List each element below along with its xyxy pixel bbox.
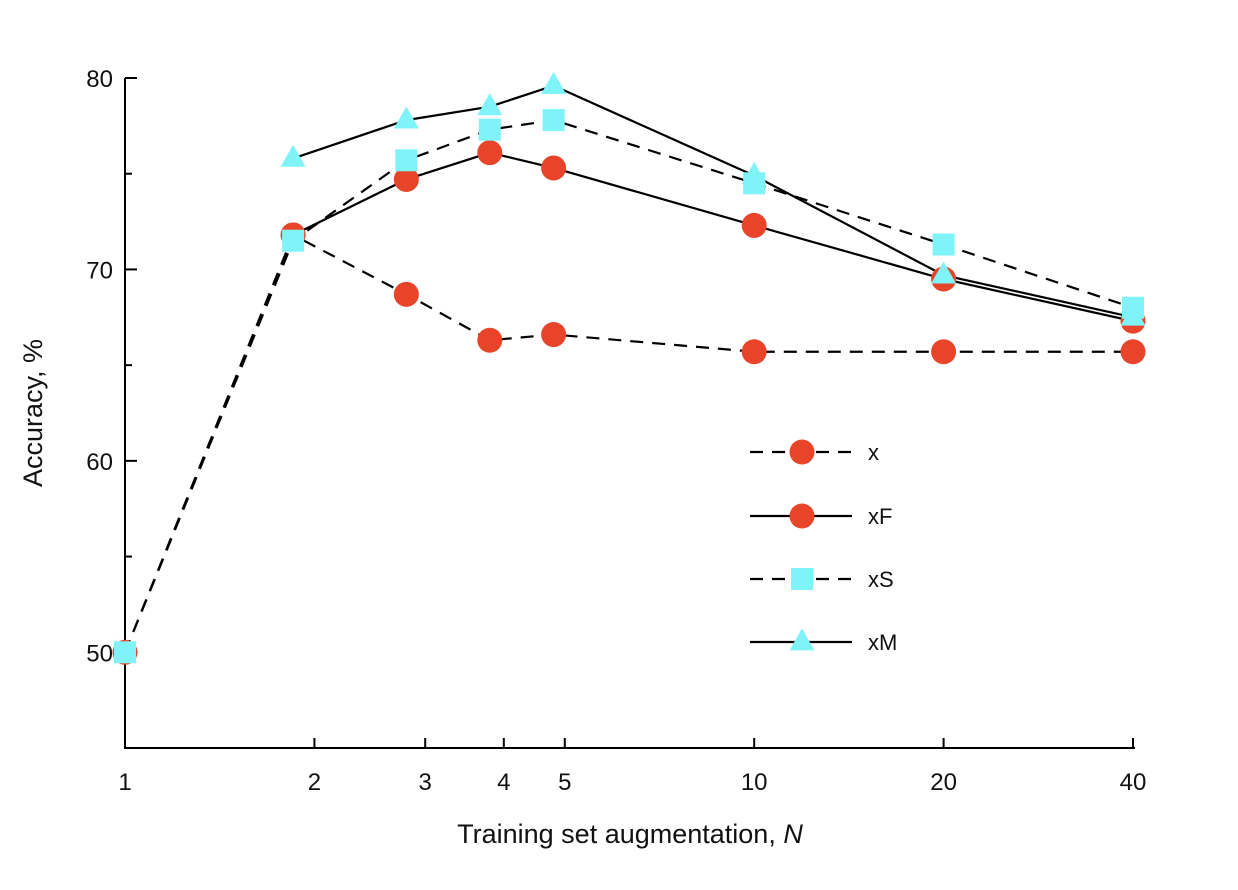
x-tick-label: 2 (308, 769, 321, 796)
legend-label-xM: xM (868, 630, 897, 655)
data-point-xS (282, 229, 305, 252)
y-tick-label: 70 (86, 257, 113, 284)
data-point-x (541, 322, 567, 348)
x-tick-label: 40 (1120, 769, 1147, 796)
data-point-x (1120, 339, 1146, 365)
data-point-xM (477, 93, 503, 116)
x-tick-label: 20 (930, 769, 957, 796)
data-point-xM (741, 161, 767, 184)
legend-marker-x (789, 439, 815, 465)
data-point-xS (542, 109, 565, 132)
x-axis-title-text: Training set augmentation, (457, 819, 783, 849)
legend-marker-xM (789, 628, 815, 651)
legend-marker-xF (789, 503, 815, 529)
x-tick-label: 10 (741, 769, 768, 796)
legend-label-xF: xF (868, 504, 892, 529)
data-point-xM (280, 144, 306, 167)
data-point-x (931, 339, 957, 365)
y-tick-label: 60 (86, 449, 113, 476)
series-markers (112, 72, 1146, 665)
x-tick-label: 5 (558, 769, 571, 796)
y-tick-label: 50 (86, 640, 113, 667)
data-point-x (741, 339, 767, 365)
y-tick-label: 80 (86, 66, 113, 93)
data-point-x (477, 327, 503, 353)
data-point-xS (114, 641, 136, 664)
x-tick-label: 4 (497, 769, 510, 796)
x-tick-label: 1 (118, 769, 131, 796)
data-point-x (393, 281, 419, 307)
x-tick-label: 3 (419, 769, 432, 796)
legend-marker-xS (791, 568, 813, 590)
data-point-xM (541, 72, 567, 95)
data-point-xF (477, 140, 503, 166)
data-point-xF (741, 212, 767, 238)
legend: x xF xS xM (750, 439, 897, 655)
series-line-xS (123, 118, 1134, 653)
legend-label-x: x (868, 440, 879, 465)
data-point-xM (393, 106, 419, 129)
y-axis-title: Accuracy, % (18, 339, 48, 487)
data-point-xS (395, 149, 418, 172)
x-axis-title: Training set augmentation, N (457, 819, 803, 849)
ticks: 50 60 70 80 1 2 3 4 5 10 20 40 (86, 66, 1146, 796)
data-point-xS (932, 233, 955, 256)
data-point-xF (541, 155, 567, 181)
series-lines (123, 84, 1134, 653)
x-axis-title-variable: N (783, 819, 803, 849)
series-line-xF (292, 151, 1134, 323)
data-point-xS (478, 118, 501, 141)
series-line-xM (292, 84, 1134, 319)
axes (124, 78, 1135, 749)
data-point-xM (1120, 303, 1146, 326)
data-point-xM (931, 261, 957, 284)
legend-label-xS: xS (868, 567, 894, 592)
data-point-xF (393, 166, 419, 192)
series-line-x (123, 233, 1133, 653)
